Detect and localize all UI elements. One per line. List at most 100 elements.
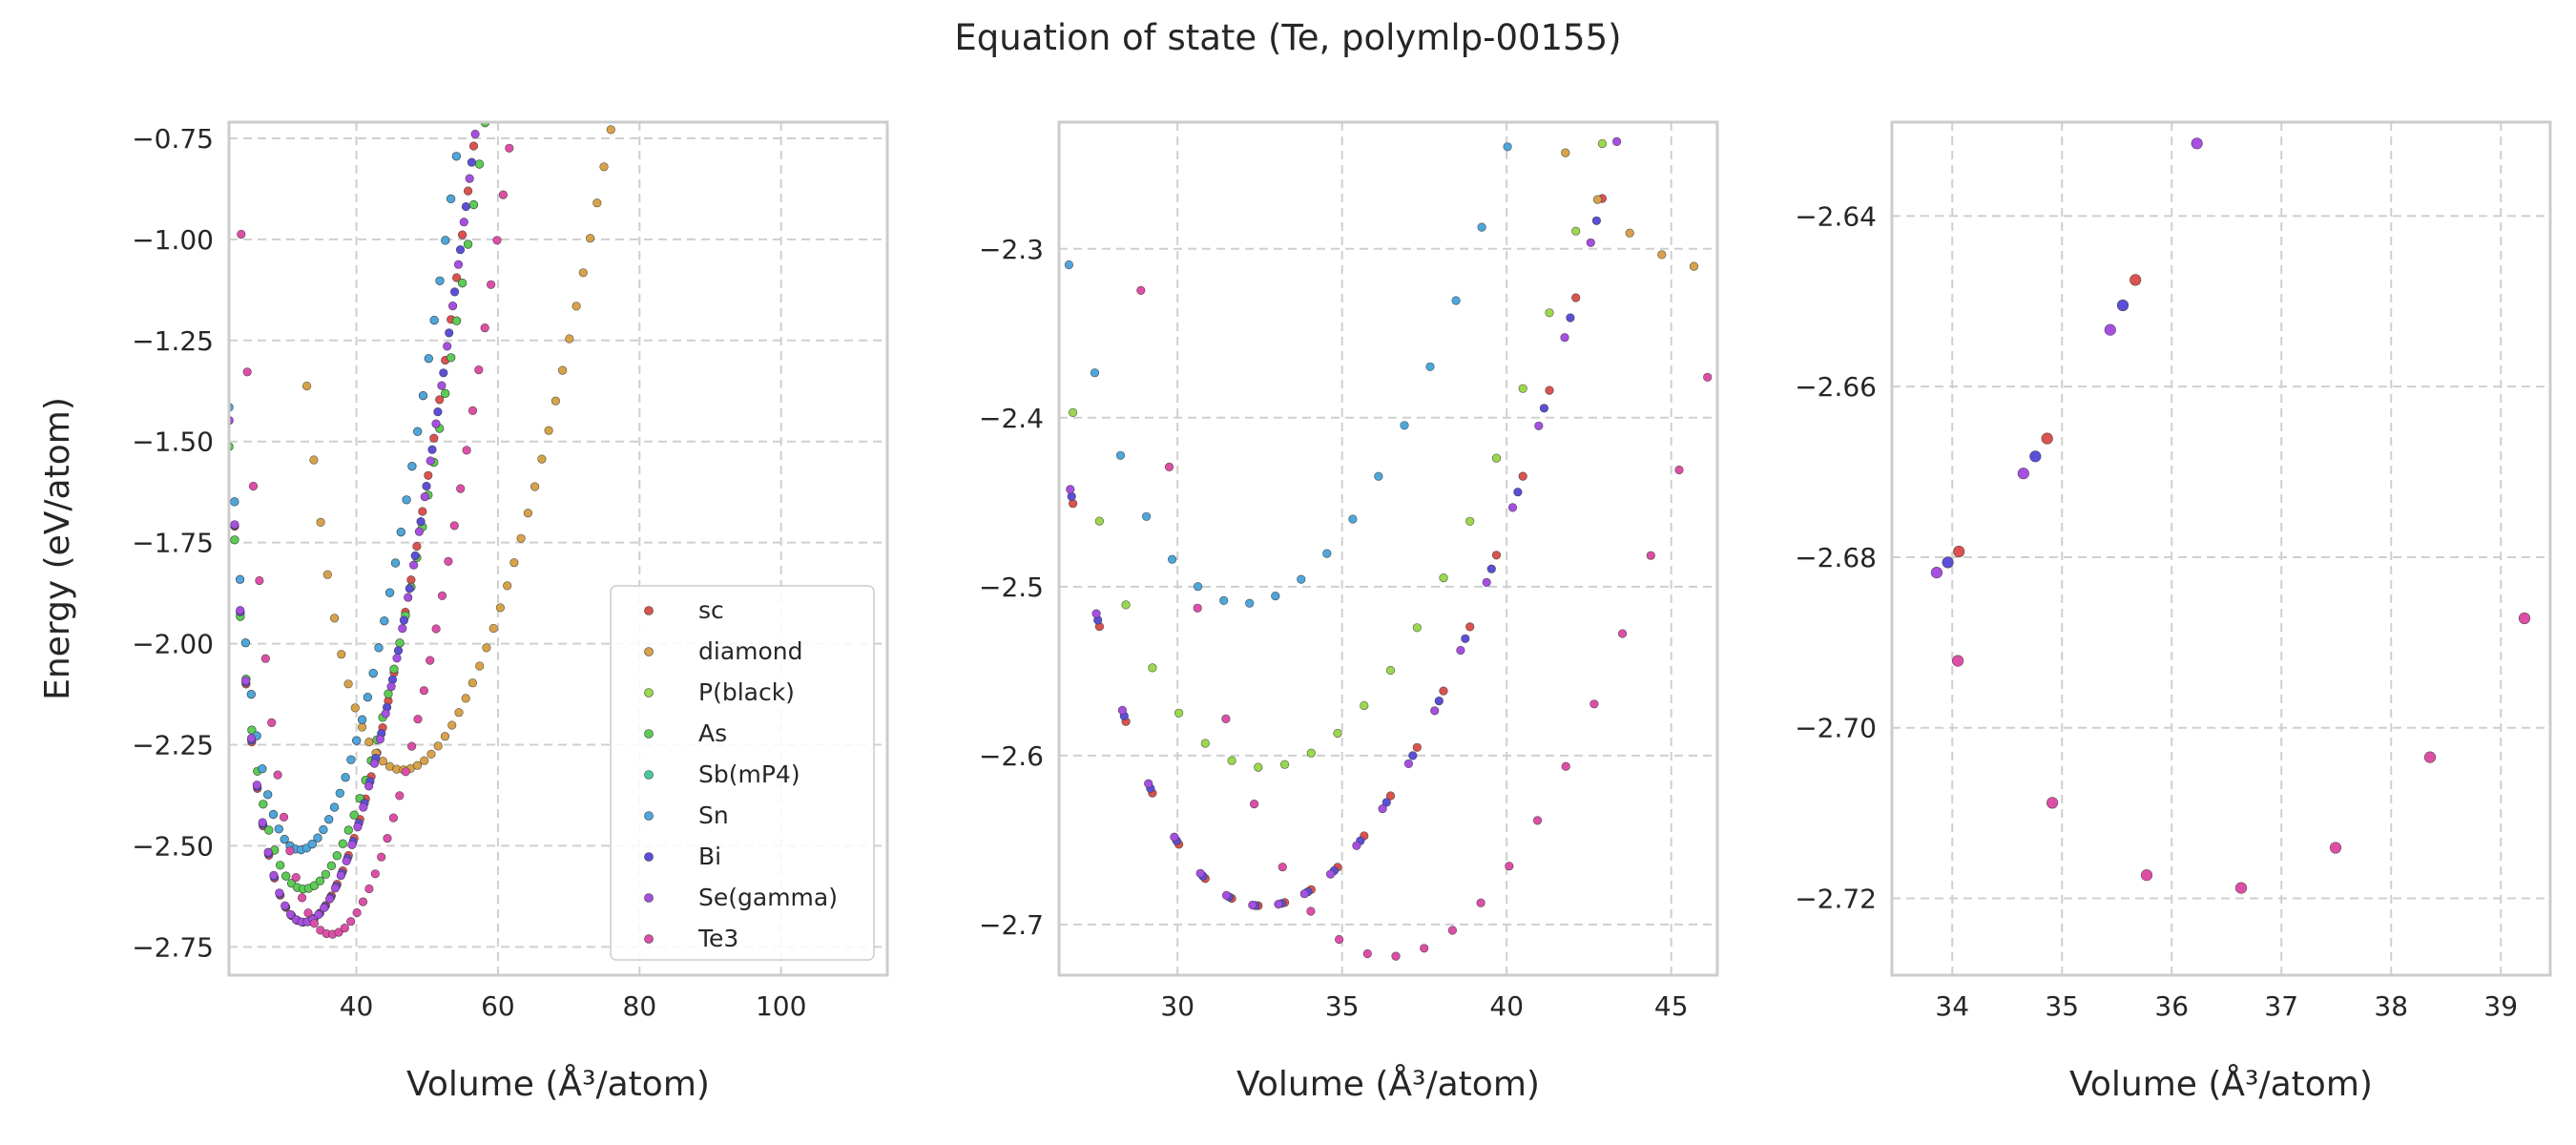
point-te3 bbox=[388, 813, 399, 822]
point-te3 bbox=[260, 654, 270, 663]
point-se-gamma bbox=[2104, 323, 2116, 336]
point-te3 bbox=[364, 884, 374, 894]
point-as bbox=[326, 861, 337, 871]
point-sn bbox=[240, 638, 250, 648]
point-diamond bbox=[599, 162, 609, 172]
point-bi bbox=[427, 445, 437, 454]
point-te3 bbox=[383, 833, 392, 843]
point-bi bbox=[473, 114, 482, 122]
point-p-black bbox=[1068, 407, 1078, 418]
point-p-black bbox=[1121, 600, 1131, 610]
point-te3 bbox=[449, 521, 459, 531]
point-se-gamma bbox=[1586, 238, 1595, 247]
point-se-gamma bbox=[1430, 706, 1440, 716]
legend-item-p-black: P(black) bbox=[644, 678, 795, 706]
x-tick-label: 35 bbox=[2045, 990, 2079, 1022]
point-se-gamma bbox=[263, 847, 273, 857]
point-as bbox=[452, 316, 462, 325]
point-bi bbox=[461, 201, 471, 212]
point-sn bbox=[1167, 554, 1177, 564]
point-bi bbox=[455, 245, 466, 255]
point-as bbox=[395, 638, 405, 648]
point-sc bbox=[1571, 293, 1581, 302]
data-points bbox=[1930, 137, 2531, 894]
point-se-gamma bbox=[426, 456, 435, 466]
point-bi bbox=[439, 368, 448, 378]
point-diamond bbox=[530, 482, 540, 491]
point-se-gamma bbox=[386, 681, 396, 692]
point-bi bbox=[1486, 564, 1496, 573]
point-se-gamma bbox=[1403, 759, 1413, 769]
point-bi bbox=[1461, 634, 1470, 643]
point-sn bbox=[1219, 595, 1229, 606]
point-se-gamma bbox=[1299, 889, 1309, 899]
point-te3 bbox=[413, 715, 423, 724]
y-tick-label: −2.5 bbox=[979, 572, 1044, 603]
point-diamond bbox=[467, 678, 478, 688]
point-bi bbox=[1539, 404, 1548, 413]
point-bi bbox=[467, 157, 477, 167]
point-as bbox=[281, 871, 291, 881]
data-points bbox=[1064, 136, 1713, 961]
point-te3 bbox=[462, 446, 471, 455]
point-bi bbox=[450, 287, 460, 297]
point-te3 bbox=[346, 917, 356, 926]
point-te3 bbox=[255, 575, 264, 586]
legend-item-te3: Te3 bbox=[644, 925, 738, 952]
point-te3 bbox=[1306, 906, 1316, 916]
point-se-gamma bbox=[1117, 705, 1127, 716]
point-sn bbox=[280, 834, 289, 844]
point-sn bbox=[458, 109, 467, 117]
point-te3 bbox=[426, 656, 435, 665]
point-se-gamma bbox=[342, 856, 351, 866]
point-se-gamma bbox=[431, 419, 441, 428]
point-se-gamma bbox=[1325, 869, 1336, 879]
point-diamond bbox=[509, 558, 519, 568]
point-p-black bbox=[1279, 760, 1290, 769]
point-sn bbox=[1322, 549, 1332, 558]
point-se-gamma bbox=[453, 260, 464, 269]
point-diamond bbox=[440, 732, 450, 741]
point-sn bbox=[363, 693, 373, 702]
point-se-gamma bbox=[275, 888, 284, 898]
point-sc bbox=[406, 575, 416, 585]
point-te3 bbox=[1952, 655, 1964, 667]
point-sc bbox=[1412, 742, 1422, 752]
x-axis-label: Volume (Å³/atom) bbox=[2069, 1063, 2373, 1104]
point-bi bbox=[393, 646, 404, 656]
point-se-gamma bbox=[414, 527, 425, 536]
x-tick-label: 34 bbox=[1935, 990, 1969, 1022]
point-te3 bbox=[1221, 714, 1231, 724]
figure-title: Equation of state (Te, polymlp-00155) bbox=[954, 17, 1621, 58]
point-diamond bbox=[420, 756, 429, 765]
point-p-black bbox=[1148, 663, 1157, 673]
point-se-gamma bbox=[1091, 609, 1101, 618]
point-te3 bbox=[444, 556, 453, 567]
point-sn bbox=[319, 824, 328, 835]
point-se-gamma bbox=[1930, 566, 1942, 579]
point-sn bbox=[368, 668, 378, 678]
y-tick-label: −2.68 bbox=[1795, 542, 1877, 573]
point-sn bbox=[1115, 450, 1126, 460]
point-te3 bbox=[505, 143, 514, 153]
point-diamond bbox=[309, 455, 319, 465]
point-se-gamma bbox=[369, 759, 380, 768]
point-diamond bbox=[337, 650, 346, 659]
point-se-gamma bbox=[320, 903, 329, 913]
point-diamond bbox=[592, 198, 602, 208]
point-te3 bbox=[1193, 603, 1202, 613]
point-bi bbox=[422, 481, 431, 491]
point-te3 bbox=[267, 718, 277, 728]
point-bi bbox=[433, 407, 443, 417]
point-se-gamma bbox=[269, 870, 279, 881]
point-sn bbox=[380, 616, 389, 626]
point-se-gamma bbox=[443, 342, 452, 351]
axes-frame bbox=[227, 120, 889, 977]
point-sn bbox=[1400, 421, 1409, 430]
point-sn bbox=[1425, 362, 1435, 371]
point-sn bbox=[268, 809, 279, 820]
point-te3 bbox=[242, 367, 252, 377]
point-diamond bbox=[426, 749, 436, 760]
point-sn bbox=[1503, 142, 1512, 152]
point-diamond bbox=[1657, 250, 1667, 260]
